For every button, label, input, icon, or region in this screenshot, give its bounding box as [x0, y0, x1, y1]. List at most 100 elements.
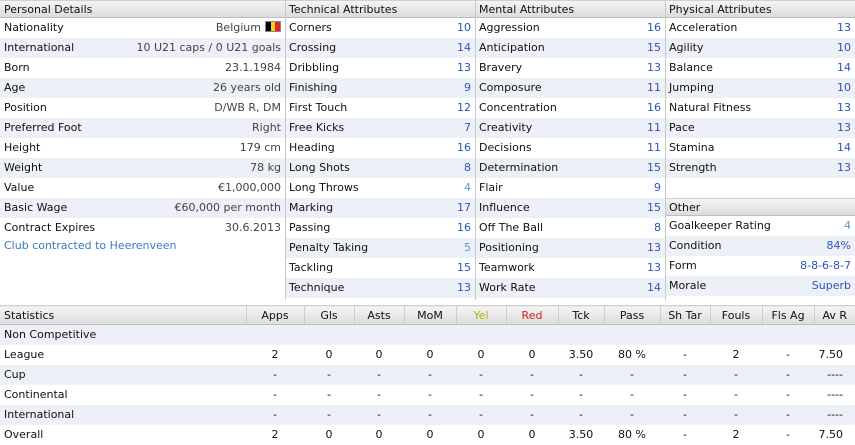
- attr-label: Jumping: [669, 81, 714, 94]
- cell-tck: 3.50: [568, 428, 594, 441]
- attr-value: 17: [457, 201, 471, 214]
- attr-row-penalty-taking: Penalty Taking 5: [285, 238, 475, 258]
- attr-row-determination: Determination 15: [475, 158, 665, 178]
- attr-value-wrap: 10 U21 caps / 0 U21 goals: [136, 38, 281, 58]
- attr-row-natural-fitness: Natural Fitness 13: [665, 98, 855, 118]
- cell-sh-tar: -: [660, 364, 710, 385]
- attr-row-influence: Influence 15: [475, 198, 665, 218]
- attr-row-heading: Heading 16: [285, 138, 475, 158]
- attr-label: First Touch: [289, 101, 348, 114]
- attr-row-passing: Passing 16: [285, 218, 475, 238]
- attr-value: 8: [464, 161, 471, 174]
- cell-gls: -: [304, 364, 354, 385]
- attr-value: 4: [464, 181, 471, 194]
- attr-row-nationality: Nationality Belgium: [0, 18, 285, 38]
- attr-row-teamwork: Teamwork 13: [475, 258, 665, 278]
- attr-label: Marking: [289, 201, 334, 214]
- column-header-av-r[interactable]: Av R: [813, 305, 855, 325]
- cell-asts: 0: [375, 348, 383, 361]
- attr-label: Passing: [289, 221, 331, 234]
- attr-value-wrap: 10: [837, 78, 851, 98]
- column-header-pass[interactable]: Pass: [603, 305, 660, 325]
- attr-label: Determination: [479, 161, 559, 174]
- attr-row-positioning: Positioning 13: [475, 238, 665, 258]
- attr-value: 15: [647, 161, 661, 174]
- attr-value: 9: [654, 181, 661, 194]
- column-header-fouls[interactable]: Fouls: [709, 305, 762, 325]
- cell-tck: -: [558, 404, 604, 425]
- attr-value: 13: [647, 241, 661, 254]
- mental-attributes-header: Mental Attributes: [475, 0, 665, 18]
- column-header-tck[interactable]: Tck: [557, 305, 604, 325]
- cell-yel: [456, 324, 506, 345]
- attr-value-wrap: 13: [837, 158, 851, 178]
- attr-value-wrap: 13: [647, 58, 661, 78]
- cell-red: [506, 324, 558, 345]
- attr-value: 11: [647, 81, 661, 94]
- attr-value: 15: [647, 201, 661, 214]
- attr-value-wrap: 16: [457, 138, 471, 158]
- cell-red: -: [506, 404, 558, 425]
- attr-row-dribbling: Dribbling 13: [285, 58, 475, 78]
- attr-value-wrap: 179 cm: [240, 138, 281, 158]
- column-header-apps[interactable]: Apps: [245, 305, 304, 325]
- attr-value-wrap: 30.6.2013: [225, 218, 281, 238]
- statistics-panel: Statistics Apps Gls Asts MoM Yel Red Tck Pass Sh …: [0, 305, 855, 445]
- attr-value-wrap: 23.1.1984: [225, 58, 281, 78]
- attr-value: 12: [457, 101, 471, 114]
- column-header-statistics[interactable]: Statistics: [0, 305, 246, 325]
- column-header-fls-ag[interactable]: Fls Ag: [761, 305, 814, 325]
- cell-fouls: -: [710, 364, 762, 385]
- attr-value-wrap: 4: [464, 178, 471, 198]
- column-divider: [665, 0, 666, 300]
- attr-row-off-the-ball: Off The Ball 8: [475, 218, 665, 238]
- attr-value: 13: [837, 161, 851, 174]
- attr-value-wrap: 13: [837, 98, 851, 118]
- column-header-gls[interactable]: Gls: [303, 305, 354, 325]
- statistics-body: Non Competitive League 2 0 0 0 0 0 3.50 80 % -2-7.…: [0, 324, 855, 445]
- cell-statistics: Continental: [4, 388, 68, 401]
- attr-value-wrap: Right: [252, 118, 281, 138]
- cell-tck: 3.50: [568, 348, 594, 361]
- attr-row-tackling: Tackling 15: [285, 258, 475, 278]
- attr-label: Influence: [479, 201, 530, 214]
- cell-apps: 2: [271, 348, 279, 361]
- attr-value-wrap: 9: [654, 178, 661, 198]
- attr-label: Creativity: [479, 121, 533, 134]
- attr-value: 4: [844, 219, 851, 232]
- attr-value: 15: [647, 41, 661, 54]
- cell-fouls: 2: [732, 428, 740, 441]
- attr-value-wrap: 13: [457, 278, 471, 298]
- attr-row-agility: Agility 10: [665, 38, 855, 58]
- attr-value: 23.1.1984: [225, 61, 281, 74]
- cell-av-r: ----: [827, 388, 843, 401]
- attr-row-anticipation: Anticipation 15: [475, 38, 665, 58]
- cell-apps: [246, 324, 304, 345]
- attr-value-wrap: 8: [654, 218, 661, 238]
- column-divider: [285, 0, 286, 300]
- attr-label: Balance: [669, 61, 713, 74]
- attr-label: Natural Fitness: [669, 101, 752, 114]
- attr-label: Form: [669, 259, 697, 272]
- column-header-sh-tar[interactable]: Sh Tar: [659, 305, 710, 325]
- attr-row-preferred-foot: Preferred Foot Right: [0, 118, 285, 138]
- attr-row-balance: Balance 14: [665, 58, 855, 78]
- attr-value: €1,000,000: [218, 181, 281, 194]
- attr-value: 13: [647, 61, 661, 74]
- column-header-yel[interactable]: Yel: [455, 305, 506, 325]
- column-header-mom[interactable]: MoM: [403, 305, 456, 325]
- attr-row-position: Position D/WB R, DM: [0, 98, 285, 118]
- column-header-asts[interactable]: Asts: [353, 305, 404, 325]
- other-list: Goalkeeper Rating 4 Condition 84% Form 8-8-6-…: [665, 216, 855, 296]
- physical-attributes-header: Physical Attributes: [665, 0, 855, 18]
- attr-value-wrap: 14: [837, 58, 851, 78]
- cell-gls: 0: [325, 348, 333, 361]
- column-header-red[interactable]: Red: [505, 305, 558, 325]
- club-contract-link[interactable]: Club contracted to Heerenveen: [4, 239, 177, 252]
- attr-label: Position: [4, 101, 47, 114]
- attr-value-wrap: 13: [647, 258, 661, 278]
- mental-attributes-panel: Mental Attributes Aggression 16 Anticipati…: [475, 0, 665, 298]
- attr-row-born: Born 23.1.1984: [0, 58, 285, 78]
- statistics-table: Statistics Apps Gls Asts MoM Yel Red Tck Pass Sh …: [0, 305, 855, 445]
- cell-mom: 0: [426, 428, 434, 441]
